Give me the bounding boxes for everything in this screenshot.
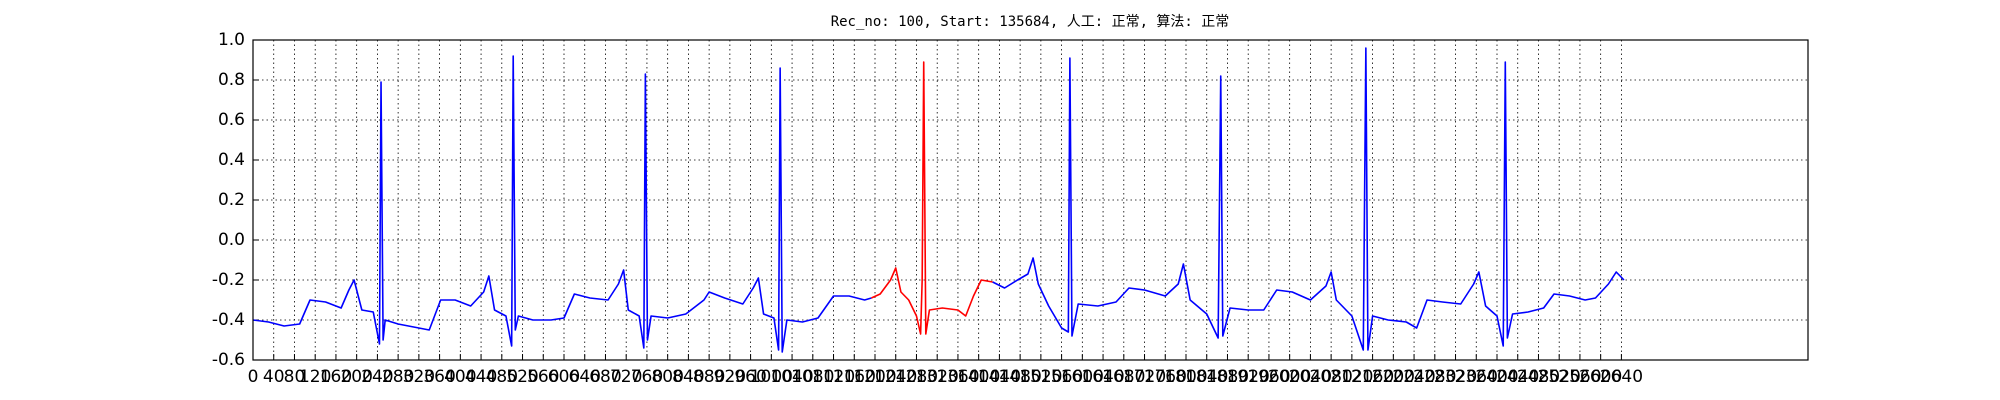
x-tick-label: 1960 [1247,367,1290,387]
x-tick-label: 2440 [1496,367,1539,387]
x-tick-label: 360 [423,367,455,387]
x-tick-label: 160 [320,367,352,387]
x-tick-label: 1040 [770,367,813,387]
x-tick-label: 720 [610,367,642,387]
y-tick-label: 0.6 [218,110,245,130]
x-tick-label: 1200 [853,367,896,387]
x-tick-label: 400 [444,367,476,387]
x-tick-label: 640 [569,367,601,387]
x-tick-label: 120 [299,367,331,387]
x-tick-label: 1080 [791,367,834,387]
x-tick-label: 2200 [1372,367,1415,387]
x-tick-label: 1240 [874,367,917,387]
ecg-line [252,55,872,353]
x-tick-label: 1800 [1164,367,1207,387]
x-tick-label: 520 [506,367,538,387]
x-tick-label: 2240 [1392,367,1435,387]
x-tick-label: 40 [263,367,285,387]
x-tick-label: 440 [465,367,497,387]
x-tick-label: 1680 [1102,367,1145,387]
x-tick-label: 1320 [916,367,959,387]
x-tick-label: 80 [284,367,306,387]
x-tick-label: 320 [403,367,435,387]
x-tick-label: 2000 [1268,367,1311,387]
x-tick-label: 2640 [1600,367,1643,387]
x-tick-label: 2400 [1475,367,1518,387]
x-tick-label: 280 [382,367,414,387]
y-tick-label: -0.6 [212,350,245,370]
y-tick-label: -0.4 [212,310,245,330]
x-tick-label: 560 [527,367,559,387]
x-tick-label: 1840 [1185,367,1228,387]
x-tick-label: 1120 [812,367,855,387]
x-tick-label: 960 [734,367,766,387]
x-tick-label: 2120 [1330,367,1373,387]
x-tick-label: 760 [631,367,663,387]
x-tick-label: 600 [548,367,580,387]
x-tick-label: 2040 [1289,367,1332,387]
y-tick-label: 0.8 [218,70,245,90]
x-tick-label: 1400 [957,367,1000,387]
x-tick-label: 1880 [1206,367,1249,387]
y-tick-label: 0.4 [218,150,245,170]
x-tick-label: 240 [361,367,393,387]
x-tick-label: 1440 [978,367,1021,387]
x-tick-label: 1600 [1061,367,1104,387]
ecg-line [871,61,993,335]
x-tick-label: 2280 [1413,367,1456,387]
x-tick-label: 2480 [1517,367,1560,387]
x-tick-label: 1520 [1019,367,1062,387]
x-tick-label: 1760 [1144,367,1187,387]
plot-frame [252,39,1809,361]
y-tick-label: 0.0 [218,230,245,250]
x-tick-label: 1920 [1227,367,1270,387]
x-tick-label: 480 [486,367,518,387]
x-tick-label: 1720 [1123,367,1166,387]
x-tick-label: 1360 [936,367,979,387]
x-tick-label: 2160 [1351,367,1394,387]
y-tick-label: 1.0 [218,30,245,50]
x-tick-label: 2600 [1579,367,1622,387]
x-tick-label: 1000 [750,367,793,387]
x-tick-label: 880 [693,367,725,387]
x-tick-label: 1640 [1081,367,1124,387]
y-tick-label: 0.2 [218,190,245,210]
x-tick-label: 920 [714,367,746,387]
x-tick-label: 680 [589,367,621,387]
x-tick-label: 1160 [833,367,876,387]
x-tick-label: 2320 [1434,367,1477,387]
x-tick-label: 1480 [999,367,1042,387]
x-tick-label: 1280 [895,367,938,387]
x-tick-label: 0 [248,367,259,387]
y-tick-label: -0.2 [212,270,245,290]
x-tick-label: 1560 [1040,367,1083,387]
x-tick-label: 200 [340,367,372,387]
chart-title: Rec_no: 100, Start: 135684, 人工: 正常, 算法: … [831,14,1230,30]
x-tick-label: 800 [651,367,683,387]
x-tick-label: 840 [672,367,704,387]
x-tick-label: 2080 [1310,367,1353,387]
x-tick-label: 2520 [1538,367,1581,387]
x-tick-label: 2360 [1455,367,1498,387]
x-tick-label: 2560 [1558,367,1601,387]
ecg-line [992,47,1625,351]
